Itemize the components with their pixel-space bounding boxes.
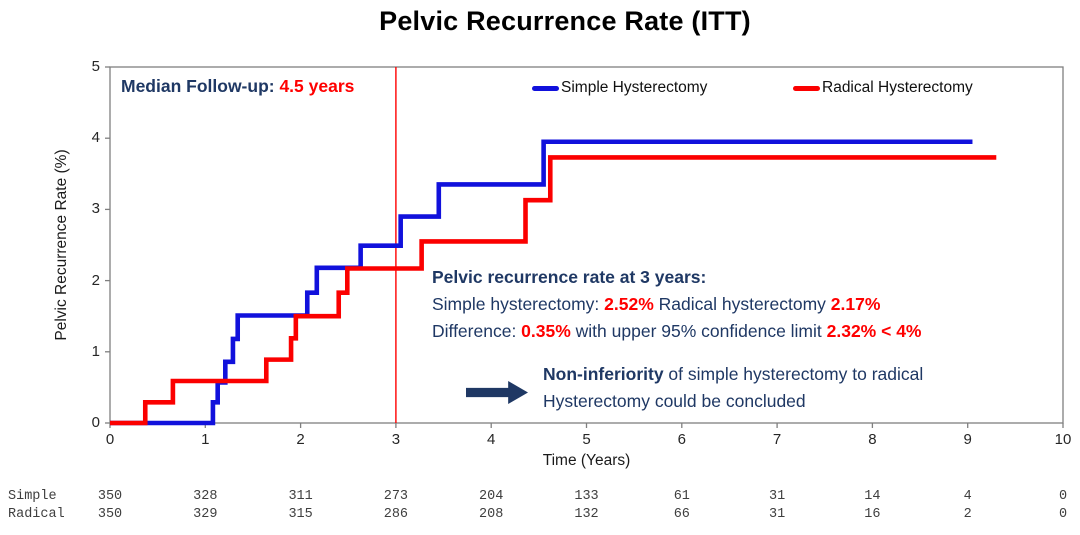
x-tick-label: 10 xyxy=(1054,431,1072,448)
chart-title: Pelvic Recurrence Rate (ITT) xyxy=(379,6,751,36)
risk-value: 66 xyxy=(673,507,690,522)
y-tick-label: 5 xyxy=(91,58,100,75)
risk-row-label: Radical xyxy=(8,507,65,522)
risk-value: 204 xyxy=(479,489,504,504)
risk-value: 4 xyxy=(963,489,972,504)
annotation-segment: 2.52% xyxy=(604,294,654,314)
noninferiority-line2: Hysterectomy could be concluded xyxy=(543,390,806,411)
annotation-segment: Difference: xyxy=(432,321,522,341)
risk-row-label: Simple xyxy=(8,489,57,504)
y-tick-label: 3 xyxy=(91,200,100,218)
risk-value: 31 xyxy=(768,507,786,522)
annotation-segment: 2.17% xyxy=(830,294,881,314)
annotation-segment: 2.32% < 4% xyxy=(826,321,922,341)
annotation-segment: Non-inferiority xyxy=(543,364,664,384)
risk-value: 0 xyxy=(1058,489,1068,504)
x-axis-title: Time (Years) xyxy=(542,452,631,469)
x-tick-label: 0 xyxy=(105,431,115,448)
noninferiority-note: Non-inferiority of simple hysterectomy t… xyxy=(543,361,923,414)
x-tick-label: 4 xyxy=(487,431,496,448)
x-tick-label: 7 xyxy=(772,431,782,448)
risk-value: 350 xyxy=(97,507,123,522)
results-line-rates: Simple hysterectomy: 2.52% Radical hyste… xyxy=(432,291,921,318)
risk-value: 208 xyxy=(479,507,504,522)
risk-value: 311 xyxy=(288,489,313,504)
risk-value: 16 xyxy=(864,507,881,522)
legend-item-radical: Radical Hysterectomy xyxy=(793,78,973,98)
legend-swatch-simple xyxy=(532,85,559,91)
x-tick-label: 8 xyxy=(868,431,877,448)
legend-label-radical: Radical Hysterectomy xyxy=(822,79,973,96)
series-0 xyxy=(110,139,973,426)
risk-value: 31 xyxy=(768,489,786,504)
risk-value: 14 xyxy=(864,489,881,504)
y-axis-title: Pelvic Recurrence Rate (%) xyxy=(53,149,70,341)
annotation-segment: Radical hysterectomy xyxy=(653,294,831,314)
noninferiority-line1: Non-inferiority of simple hysterectomy t… xyxy=(543,361,923,388)
y-tick-label: 4 xyxy=(91,129,100,147)
risk-value: 132 xyxy=(574,507,599,522)
annotation-segment: of simple hysterectomy to radical xyxy=(663,364,924,384)
results-annotation: Pelvic recurrence rate at 3 years: Simpl… xyxy=(432,264,921,345)
risk-value: 328 xyxy=(193,489,218,504)
x-tick-label: 5 xyxy=(582,431,591,448)
risk-value: 329 xyxy=(193,507,218,522)
median-followup-note: Median Follow-up: 4.5 years xyxy=(121,76,354,97)
results-heading: Pelvic recurrence rate at 3 years: xyxy=(432,267,707,287)
annotation-segment: 0.35% xyxy=(521,321,571,341)
legend-label-simple: Simple Hysterectomy xyxy=(561,79,708,96)
x-tick-label: 2 xyxy=(296,431,305,448)
x-tick-label: 9 xyxy=(963,431,972,448)
x-tick-label: 3 xyxy=(391,431,401,448)
risk-value: 273 xyxy=(383,489,409,504)
risk-value: 2 xyxy=(963,507,972,522)
risk-value: 286 xyxy=(383,507,409,522)
legend-swatch-radical xyxy=(793,85,820,91)
median-followup-value: 4.5 years xyxy=(279,76,355,96)
annotation-segment: Simple hysterectomy: xyxy=(432,294,605,314)
risk-value: 61 xyxy=(673,489,690,504)
x-tick-label: 6 xyxy=(677,431,686,448)
results-line-difference: Difference: 0.35% with upper 95% confide… xyxy=(432,318,921,345)
y-tick-label: 1 xyxy=(91,342,100,360)
risk-value: 133 xyxy=(574,489,599,504)
series-1 xyxy=(110,155,997,426)
annotation-segment: with upper 95% confidence limit xyxy=(570,321,827,341)
risk-value: 315 xyxy=(288,507,313,522)
risk-value: 0 xyxy=(1058,507,1068,522)
x-tick-label: 1 xyxy=(201,431,210,448)
y-tick-label: 2 xyxy=(91,271,100,289)
risk-value: 350 xyxy=(97,489,123,504)
y-tick-label: 0 xyxy=(91,414,100,431)
legend-item-simple: Simple Hysterectomy xyxy=(532,78,707,98)
median-followup-label: Median Follow-up: xyxy=(121,76,280,96)
